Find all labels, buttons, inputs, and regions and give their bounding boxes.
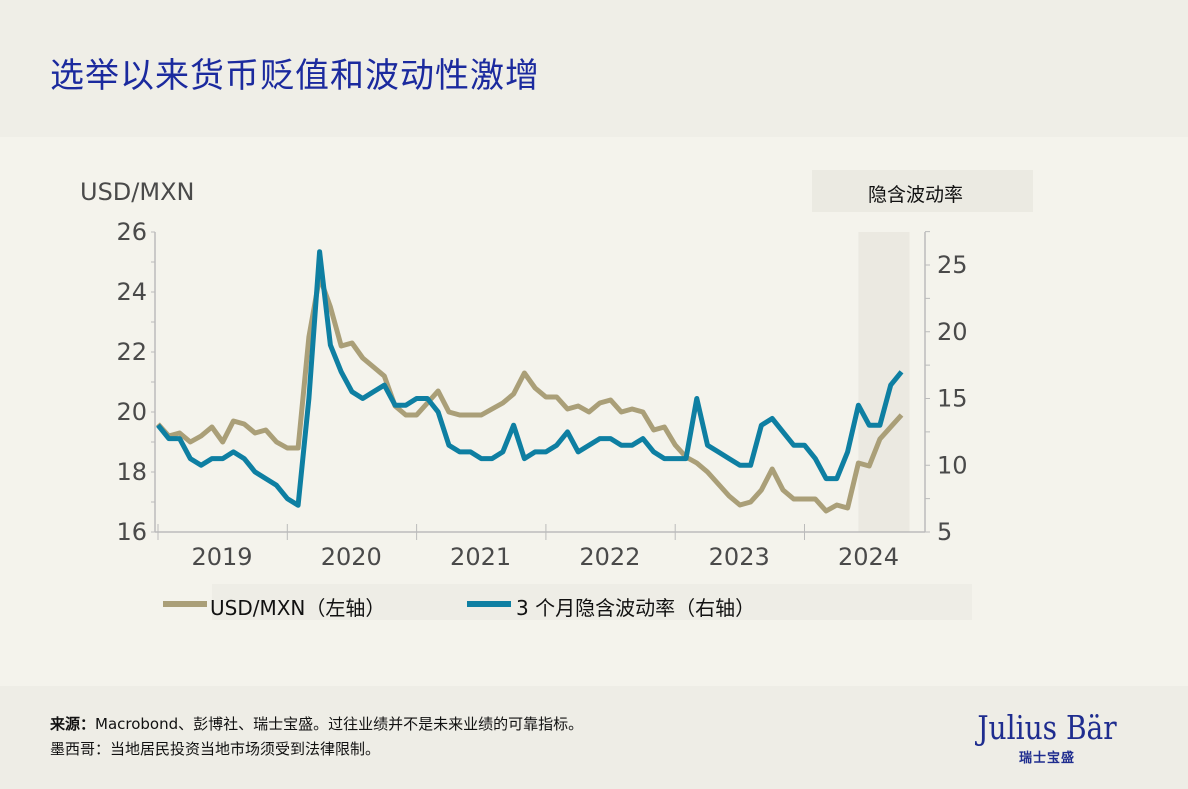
left-tick-label: 22 bbox=[116, 338, 147, 366]
logo-subtitle: 瑞士宝盛 bbox=[1018, 751, 1075, 766]
x-tick-label: 2020 bbox=[321, 543, 382, 571]
shaded-period bbox=[858, 232, 910, 532]
series-line-usdmxn bbox=[156, 274, 904, 514]
source-label: 来源： bbox=[50, 715, 96, 733]
page-title: 选举以来货币贬值和波动性激增 bbox=[50, 56, 540, 96]
left-tick-label: 24 bbox=[116, 278, 147, 306]
right-tick-label: 25 bbox=[937, 251, 968, 279]
legend-label-usdmxn: USD/MXN（左轴） bbox=[210, 596, 386, 620]
logo-name: Julius Bär bbox=[977, 708, 1117, 747]
right-axis-label-box bbox=[812, 170, 1033, 212]
x-tick-label: 2022 bbox=[579, 543, 640, 571]
header-band bbox=[0, 0, 1188, 137]
left-tick-label: 20 bbox=[116, 398, 147, 426]
series-line-implied-vol bbox=[156, 249, 904, 508]
left-tick-label: 26 bbox=[116, 218, 147, 246]
x-tick-label: 2019 bbox=[191, 543, 252, 571]
source-text: Macrobond、彭博社、瑞士宝盛。过往业绩并不是未来业绩的可靠指标。 bbox=[95, 715, 584, 733]
julius-baer-logo: Julius Bär 瑞士宝盛 bbox=[962, 708, 1132, 766]
x-tick-label: 2021 bbox=[450, 543, 511, 571]
legend bbox=[212, 584, 972, 620]
note-label: 墨西哥： bbox=[50, 740, 111, 758]
left-tick-label: 16 bbox=[116, 518, 147, 546]
x-tick-label: 2023 bbox=[709, 543, 770, 571]
note-text: 当地居民投资当地市场须受到法律限制。 bbox=[110, 740, 381, 758]
right-tick-label: 15 bbox=[937, 385, 968, 413]
right-tick-label: 5 bbox=[937, 518, 952, 546]
left-axis-label: USD/MXN bbox=[80, 178, 194, 206]
right-tick-label: 20 bbox=[937, 318, 968, 346]
legend-swatch-vol bbox=[467, 601, 511, 607]
legend-label-vol: 3 个月隐含波动率（右轴） bbox=[516, 596, 756, 620]
left-tick-label: 18 bbox=[116, 458, 147, 486]
source-note: 来源：Macrobond、彭博社、瑞士宝盛。过往业绩并不是未来业绩的可靠指标。 … bbox=[50, 712, 583, 762]
right-axis-label: 隐含波动率 bbox=[868, 184, 964, 206]
x-tick-label: 2024 bbox=[838, 543, 899, 571]
footer bbox=[0, 686, 1188, 789]
legend-swatch-usdmxn bbox=[163, 601, 207, 607]
right-tick-label: 10 bbox=[937, 451, 968, 479]
